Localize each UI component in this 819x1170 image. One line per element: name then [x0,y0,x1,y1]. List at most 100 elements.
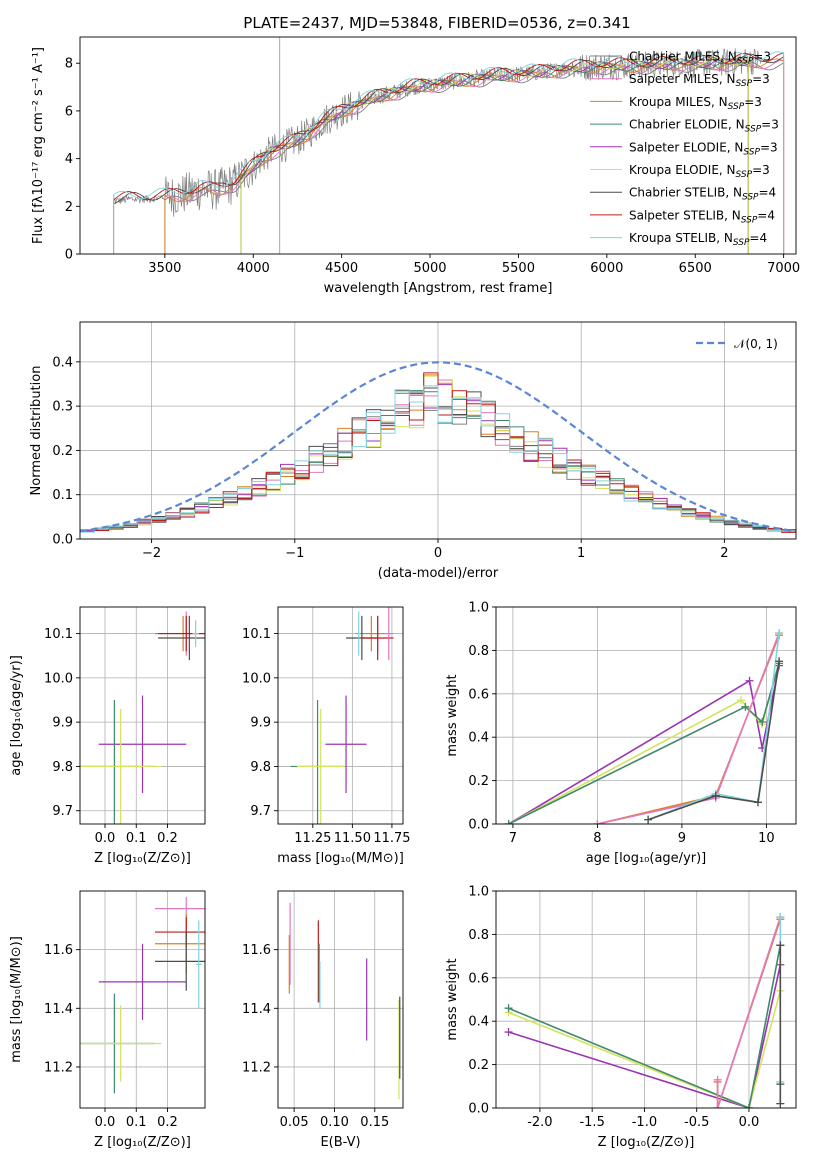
y-tick-label: 0.4 [468,731,489,746]
legend-entry: Salpeter ELODIE, NSSP=3 [629,140,778,157]
model-spectrum-5 [240,57,749,254]
x-tick-label: 0.15 [360,1115,389,1130]
weight-marker [753,798,762,807]
x-axis-label: Z [log₁₀(Z/Z⊙)] [94,1135,191,1150]
plot-area [504,629,784,824]
plot-area [288,902,401,1100]
y-tick-label: 0.8 [468,928,489,943]
legend-entry: Salpeter STELIB, NSSP=4 [629,208,775,225]
legend-entry: Kroupa MILES, NSSP=3 [629,95,762,112]
error-bar-point [80,708,162,824]
axes-frame [79,606,206,825]
x-tick-label: 11.75 [373,831,410,846]
y-tick-label: 0.2 [468,1058,489,1073]
model-spectrum-2 [164,59,785,254]
axes-frame [277,890,404,1109]
x-tick-label: 0.1 [126,1115,147,1130]
weight-marker [711,791,720,800]
plot-age-vs-mass: 11.25 11.50 11.75 9.7 9.8 9.9 10.0 10.1 mass [lo… [242,606,411,866]
legend-entry: Chabrier MILES, NSSP=3 [629,50,771,67]
error-bar-point [195,920,202,1009]
x-axis-label: Z [log₁₀(Z/Z⊙)] [598,1135,695,1150]
histogram-legend: 𝒩(0, 1) [696,337,778,351]
error-bar-point [325,695,367,793]
x-tick-label: -1.5 [579,1115,604,1130]
y-tick-label: 0.2 [468,774,489,789]
plot-weight-vs-age: 7 8 9 10 0.0 0.2 0.4 0.6 0.8 1.0 age [log₁₀(age/yr… [445,601,797,866]
weight-line-6 [647,632,780,821]
legend-entry: Salpeter MILES, NSSP=3 [629,72,770,89]
axes-frame [79,321,797,540]
x-tick-label: 2 [720,546,728,561]
y-tick-label: 11.6 [44,943,73,958]
x-tick-label: 0.10 [320,1115,349,1130]
y-axis-label: mass weight [445,958,460,1040]
x-tick-label: 10 [758,831,775,846]
plot-mass-vs-ebv: 0.05 0.10 0.15 11.2 11.4 11.6 E(B-V) [242,890,404,1150]
y-tick-label: 0.6 [468,971,489,986]
y-tick-label: 0.6 [468,687,489,702]
y-tick-label: 0.2 [52,444,73,459]
weight-marker [741,702,750,711]
weight-marker [504,820,513,824]
error-bar-point [355,615,388,652]
y-tick-label: 11.2 [242,1060,271,1075]
y-tick-label: 10.1 [44,627,73,642]
axes-frame [277,606,404,825]
y-tick-label: 0.0 [52,533,73,548]
model-spectrum-3 [164,58,785,254]
figure-title: PLATE=2437, MJD=53848, FIBERID=0536, z=0… [243,14,630,32]
legend-entry: Kroupa ELODIE, NSSP=3 [629,163,770,180]
x-tick-label: 0.2 [157,1115,178,1130]
legend-entry: Kroupa STELIB, NSSP=4 [629,231,767,248]
error-bar-point [98,943,187,1021]
y-tick-label: 9.7 [250,804,271,819]
x-tick-label: 6000 [590,261,623,276]
plot-area [113,37,785,254]
x-tick-label: 5500 [502,261,535,276]
x-tick-label: 7 [509,831,517,846]
weight-marker [713,1075,722,1084]
y-tick-label: 0.4 [52,355,73,370]
plot-residuals: −2 −1 0 1 2 0.0 0.1 0.2 0.3 0.4 (data-model)/error… [29,321,797,581]
x-tick-label: −1 [285,546,304,561]
weight-marker [593,820,602,824]
axes-frame [79,890,206,1109]
error-bar-point [384,607,394,661]
y-tick-label: 11.2 [44,1060,73,1075]
plot-area [504,913,785,1108]
weight-marker [737,696,746,705]
y-tick-label: 8 [65,57,73,72]
plot-mass-vs-Z: 0.0 0.1 0.2 11.2 11.4 11.6 Z [log₁₀(Z/Z⊙)] mass… [9,890,206,1150]
x-tick-label: 11.25 [294,831,331,846]
x-tick-label: 4500 [325,261,358,276]
error-bar-point [80,1005,162,1082]
y-tick-label: 1.0 [468,885,489,900]
y-tick-label: 10.1 [242,627,271,642]
axes-frame [495,606,797,825]
model-spectrum-4 [240,58,749,254]
y-axis-label: Normed distribution [29,366,44,496]
model-spectrum-6 [240,57,749,254]
weight-line-1 [508,964,782,1108]
spectrum-legend: Chabrier MILES, NSSP=3 Salpeter MILES, NS… [590,50,779,248]
y-tick-label: 10.0 [242,671,271,686]
x-axis-label: mass [log₁₀(M/M⊙)] [277,851,404,866]
y-tick-label: 0 [65,248,73,263]
weight-marker [776,941,785,950]
x-tick-label: 0.0 [739,1115,760,1130]
plot-weight-vs-Z: -2.0 -1.5 -1.0 -0.5 0.0 0.0 0.2 0.4 0.6 0.8 1.0 Z [… [445,885,797,1150]
weight-marker [775,657,784,666]
weight-marker [744,1104,753,1108]
plot-area [290,607,394,824]
weight-marker [713,1104,722,1108]
error-bar-point [158,615,205,652]
x-tick-label: 0 [434,546,442,561]
weight-marker [644,815,653,824]
y-tick-label: 9.9 [52,716,73,731]
legend-entry: Chabrier ELODIE, NSSP=3 [629,118,779,135]
axes-frame [495,890,797,1109]
y-tick-label: 0.1 [52,488,73,503]
legend-entry: 𝒩(0, 1) [734,337,778,351]
x-tick-label: −2 [142,546,161,561]
